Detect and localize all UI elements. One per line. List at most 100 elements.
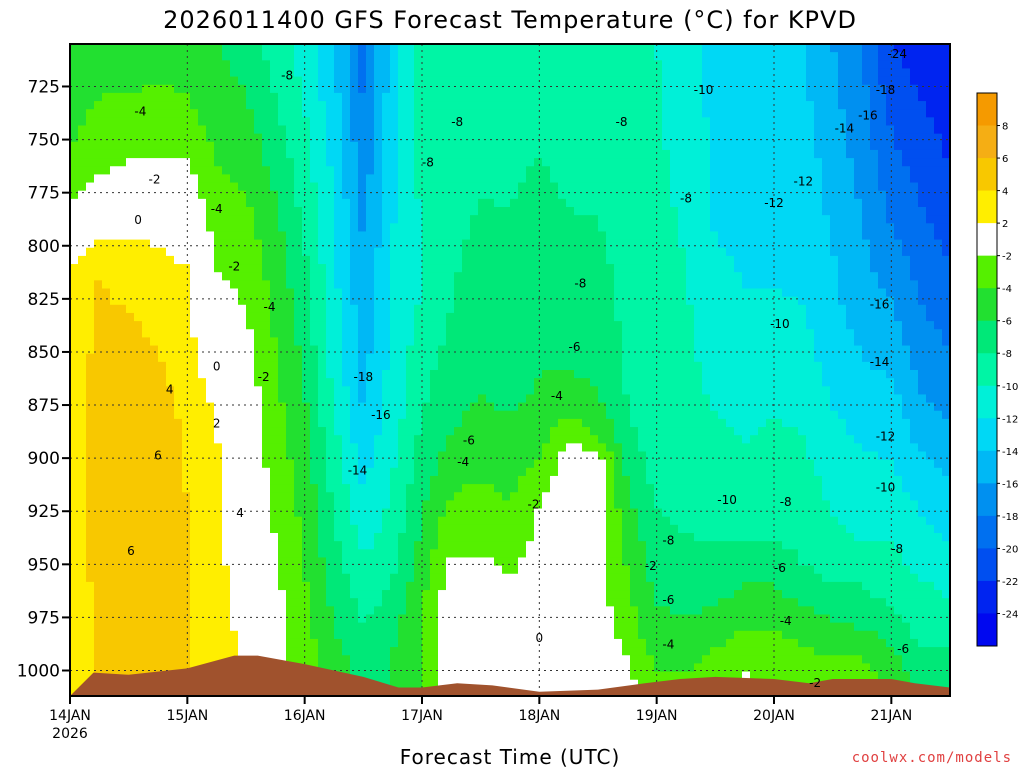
temperature-cell: [502, 158, 511, 167]
temperature-cell: [118, 288, 127, 298]
temperature-cell: [518, 141, 527, 151]
temperature-cell: [550, 198, 559, 208]
temperature-cell: [270, 630, 279, 640]
temperature-cell: [422, 418, 431, 428]
temperature-cell: [190, 630, 199, 640]
temperature-cell: [318, 133, 327, 143]
temperature-cell: [446, 321, 455, 330]
temperature-cell: [430, 467, 439, 477]
temperature-cell: [158, 182, 167, 192]
temperature-cell: [446, 565, 455, 575]
temperature-cell: [398, 239, 407, 249]
temperature-cell: [390, 671, 399, 681]
temperature-cell: [502, 508, 511, 518]
temperature-cell: [182, 475, 191, 485]
temperature-cell: [174, 288, 183, 298]
temperature-cell: [566, 68, 575, 78]
temperature-cell: [390, 647, 399, 656]
temperature-cell: [438, 231, 447, 241]
temperature-cell: [230, 443, 239, 453]
temperature-cell: [198, 435, 207, 444]
temperature-cell: [510, 459, 519, 469]
temperature-cell: [302, 492, 311, 501]
temperature-cell: [126, 44, 135, 53]
temperature-cell: [190, 435, 199, 444]
temperature-cell: [158, 304, 167, 314]
temperature-cell: [230, 394, 239, 404]
temperature-cell: [534, 247, 543, 257]
temperature-cell: [414, 671, 423, 681]
temperature-cell: [214, 296, 223, 306]
temperature-cell: [294, 655, 303, 664]
temperature-cell: [414, 255, 423, 265]
temperature-cell: [270, 443, 279, 453]
temperature-cell: [502, 435, 511, 444]
temperature-cell: [326, 557, 335, 567]
temperature-cell: [406, 435, 415, 444]
temperature-cell: [358, 215, 367, 224]
temperature-cell: [390, 370, 399, 379]
temperature-cell: [70, 581, 79, 591]
temperature-cell: [382, 573, 391, 583]
temperature-cell: [366, 304, 375, 314]
temperature-cell: [230, 606, 239, 616]
temperature-cell: [94, 598, 103, 607]
temperature-cell: [310, 353, 319, 363]
temperature-cell: [390, 76, 399, 86]
temperature-cell: [150, 60, 159, 70]
temperature-cell: [390, 679, 399, 689]
temperature-cell: [374, 264, 383, 273]
temperature-cell: [510, 215, 519, 224]
temperature-cell: [414, 215, 423, 224]
temperature-cell: [414, 231, 423, 241]
temperature-cell: [78, 125, 87, 135]
temperature-cell: [438, 394, 447, 404]
temperature-cell: [334, 101, 343, 110]
temperature-cell: [166, 410, 175, 420]
temperature-cell: [326, 117, 335, 127]
temperature-cell: [286, 141, 295, 151]
temperature-cell: [558, 598, 567, 607]
temperature-cell: [350, 516, 359, 526]
temperature-cell: [542, 166, 551, 175]
temperature-cell: [382, 394, 391, 404]
temperature-cell: [94, 337, 103, 347]
temperature-cell: [102, 304, 111, 314]
temperature-cell: [318, 353, 327, 363]
temperature-cell: [262, 500, 271, 510]
temperature-cell: [542, 492, 551, 501]
temperature-cell: [406, 679, 415, 689]
temperature-cell: [254, 630, 263, 640]
temperature-cell: [246, 92, 255, 102]
temperature-cell: [470, 109, 479, 118]
temperature-cell: [334, 158, 343, 167]
temperature-cell: [334, 565, 343, 575]
temperature-cell: [518, 500, 527, 510]
temperature-cell: [518, 158, 527, 167]
temperature-cell: [94, 288, 103, 298]
temperature-cell: [174, 84, 183, 94]
temperature-cell: [150, 312, 159, 322]
temperature-cell: [470, 68, 479, 78]
temperature-cell: [494, 304, 503, 314]
temperature-cell: [526, 663, 535, 673]
temperature-cell: [254, 614, 263, 624]
temperature-cell: [254, 484, 263, 493]
temperature-cell: [206, 68, 215, 78]
temperature-cell: [246, 312, 255, 322]
temperature-cell: [510, 394, 519, 404]
temperature-cell: [214, 149, 223, 159]
temperature-cell: [278, 255, 287, 265]
temperature-cell: [406, 198, 415, 208]
temperature-cell: [174, 524, 183, 534]
temperature-cell: [470, 435, 479, 444]
temperature-cell: [78, 573, 87, 583]
temperature-cell: [430, 492, 439, 501]
temperature-cell: [414, 304, 423, 314]
temperature-cell: [126, 402, 135, 412]
temperature-cell: [94, 60, 103, 70]
temperature-cell: [214, 92, 223, 102]
temperature-cell: [518, 182, 527, 192]
temperature-cell: [462, 492, 471, 501]
temperature-cell: [134, 541, 143, 550]
